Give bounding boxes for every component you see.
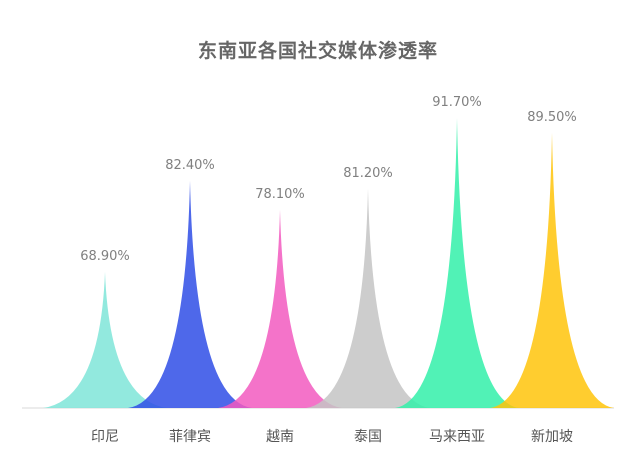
value-label-6: 89.50%	[527, 110, 577, 125]
x-tick-labels-group: 印尼 菲律宾 越南 泰国 马来西亚 新加坡	[91, 429, 573, 445]
x-tick-label-4: 泰国	[354, 429, 382, 445]
bar-1	[43, 272, 167, 408]
value-label-4: 81.20%	[343, 166, 393, 181]
bar-3	[218, 209, 342, 408]
bars-group	[43, 118, 614, 408]
x-tick-label-6: 新加坡	[531, 429, 573, 445]
x-tick-label-1: 印尼	[91, 429, 119, 445]
x-tick-label-2: 菲律宾	[169, 429, 211, 445]
value-labels-group: 68.90% 82.40% 78.10% 81.20% 91.70% 89.50%	[80, 95, 577, 264]
chart-title: 东南亚各国社交媒体渗透率	[197, 40, 438, 62]
bar-6	[490, 132, 614, 408]
x-tick-label-3: 越南	[266, 429, 294, 445]
bar-4	[306, 188, 430, 408]
bar-2	[128, 180, 252, 408]
value-label-1: 68.90%	[80, 249, 130, 264]
value-label-5: 91.70%	[432, 95, 482, 110]
x-tick-label-5: 马来西亚	[429, 429, 485, 445]
bar-5	[395, 118, 519, 408]
value-label-2: 82.40%	[165, 158, 215, 173]
value-label-3: 78.10%	[255, 187, 305, 202]
